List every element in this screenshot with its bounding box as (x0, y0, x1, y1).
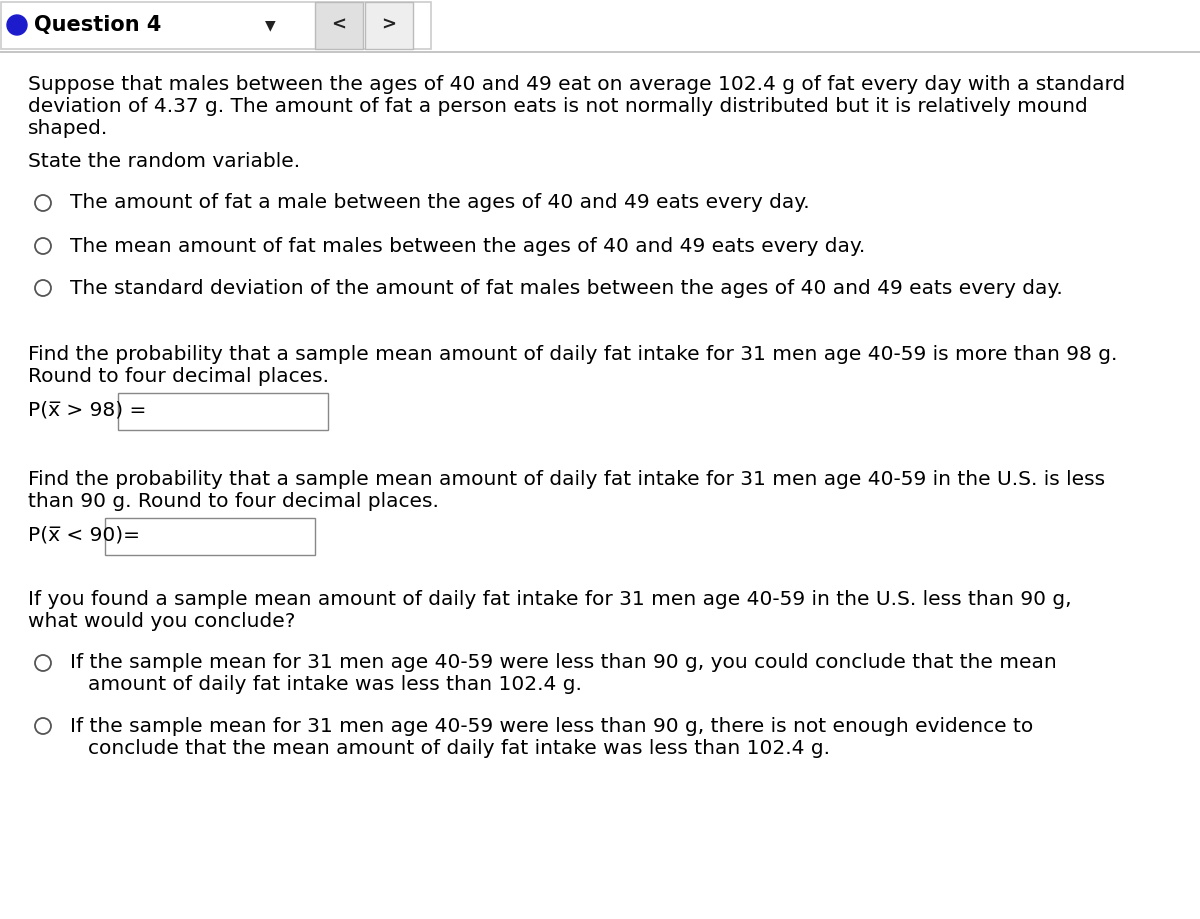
FancyBboxPatch shape (106, 518, 314, 555)
Circle shape (35, 280, 50, 296)
Text: deviation of 4.37 g. The amount of fat a person eats is not normally distributed: deviation of 4.37 g. The amount of fat a… (28, 97, 1087, 116)
Text: P(x̅ < 90)=: P(x̅ < 90)= (28, 526, 140, 544)
Circle shape (35, 655, 50, 671)
Circle shape (35, 195, 50, 211)
Text: State the random variable.: State the random variable. (28, 152, 300, 171)
Text: amount of daily fat intake was less than 102.4 g.: amount of daily fat intake was less than… (88, 675, 582, 695)
Text: Suppose that males between the ages of 40 and 49 eat on average 102.4 g of fat e: Suppose that males between the ages of 4… (28, 75, 1126, 94)
Text: Find the probability that a sample mean amount of daily fat intake for 31 men ag: Find the probability that a sample mean … (28, 470, 1105, 489)
Text: Round to four decimal places.: Round to four decimal places. (28, 367, 329, 386)
Text: If you found a sample mean amount of daily fat intake for 31 men age 40-59 in th: If you found a sample mean amount of dai… (28, 590, 1072, 609)
Text: The amount of fat a male between the ages of 40 and 49 eats every day.: The amount of fat a male between the age… (70, 194, 810, 212)
Text: what would you conclude?: what would you conclude? (28, 612, 295, 631)
Text: conclude that the mean amount of daily fat intake was less than 102.4 g.: conclude that the mean amount of daily f… (88, 739, 830, 757)
Text: ▼: ▼ (265, 18, 275, 32)
Text: If the sample mean for 31 men age 40-59 were less than 90 g, there is not enough: If the sample mean for 31 men age 40-59 … (70, 717, 1033, 735)
Text: The mean amount of fat males between the ages of 40 and 49 eats every day.: The mean amount of fat males between the… (70, 236, 865, 255)
FancyBboxPatch shape (365, 2, 413, 49)
Circle shape (35, 718, 50, 734)
Text: Find the probability that a sample mean amount of daily fat intake for 31 men ag: Find the probability that a sample mean … (28, 345, 1117, 364)
FancyBboxPatch shape (118, 393, 328, 430)
Text: Question 4: Question 4 (34, 15, 161, 35)
Text: The standard deviation of the amount of fat males between the ages of 40 and 49 : The standard deviation of the amount of … (70, 278, 1063, 298)
Text: shaped.: shaped. (28, 119, 108, 138)
Text: >: > (382, 16, 396, 34)
FancyBboxPatch shape (1, 2, 431, 49)
Circle shape (7, 15, 28, 35)
FancyBboxPatch shape (314, 2, 364, 49)
Text: P(x̅ > 98) =: P(x̅ > 98) = (28, 401, 146, 419)
Circle shape (35, 238, 50, 254)
Text: than 90 g. Round to four decimal places.: than 90 g. Round to four decimal places. (28, 492, 439, 511)
Text: If the sample mean for 31 men age 40-59 were less than 90 g, you could conclude : If the sample mean for 31 men age 40-59 … (70, 653, 1057, 673)
Text: <: < (331, 16, 347, 34)
